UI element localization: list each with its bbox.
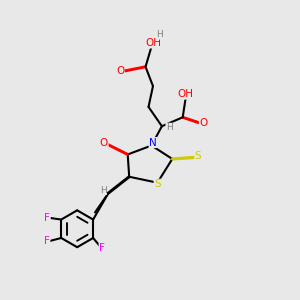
- Text: H: H: [100, 186, 106, 195]
- Text: O: O: [100, 138, 108, 148]
- Text: F: F: [44, 236, 50, 246]
- Text: S: S: [154, 179, 161, 189]
- Text: F: F: [44, 213, 50, 223]
- Text: OH: OH: [178, 89, 194, 99]
- Text: H: H: [166, 123, 173, 132]
- Text: H: H: [156, 30, 163, 39]
- Text: S: S: [195, 151, 202, 161]
- Text: O: O: [200, 118, 208, 128]
- Text: OH: OH: [145, 38, 161, 48]
- Text: F: F: [99, 243, 105, 254]
- Text: O: O: [116, 66, 124, 76]
- Text: N: N: [149, 138, 157, 148]
